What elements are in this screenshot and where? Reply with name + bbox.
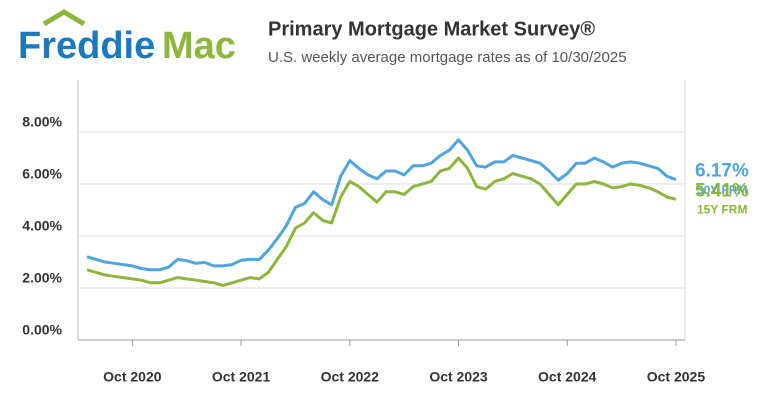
logo-second: Mac (162, 25, 236, 67)
logo-first: Freddie (18, 25, 155, 67)
x-tick-label: Oct 2022 (321, 369, 380, 385)
x-tick-label: Oct 2025 (647, 369, 706, 385)
x-tick-label: Oct 2024 (538, 369, 597, 385)
x-tick-label: Oct 2020 (103, 369, 162, 385)
logo-roof (42, 9, 86, 27)
value-label: 6.17% (695, 161, 749, 182)
x-tick-label: Oct 2023 (429, 369, 488, 385)
y-tick-label: 2.00% (22, 270, 62, 286)
y-tick-label: 0.00% (22, 322, 62, 338)
chart-title: Primary Mortgage Market Survey® (268, 18, 595, 40)
x-tick-label: Oct 2021 (212, 369, 271, 385)
chart-subtitle: U.S. weekly average mortgage rates as of… (268, 49, 627, 66)
legend-label: 15Y FRM (697, 203, 747, 217)
y-tick-label: 8.00% (22, 114, 62, 130)
series-line (86, 138, 677, 272)
series-line (86, 156, 677, 287)
value-label: 5.41% (695, 180, 749, 201)
y-tick-label: 6.00% (22, 166, 62, 182)
legend-label: 30Y FRM (697, 183, 747, 197)
y-tick-label: 4.00% (22, 218, 62, 234)
